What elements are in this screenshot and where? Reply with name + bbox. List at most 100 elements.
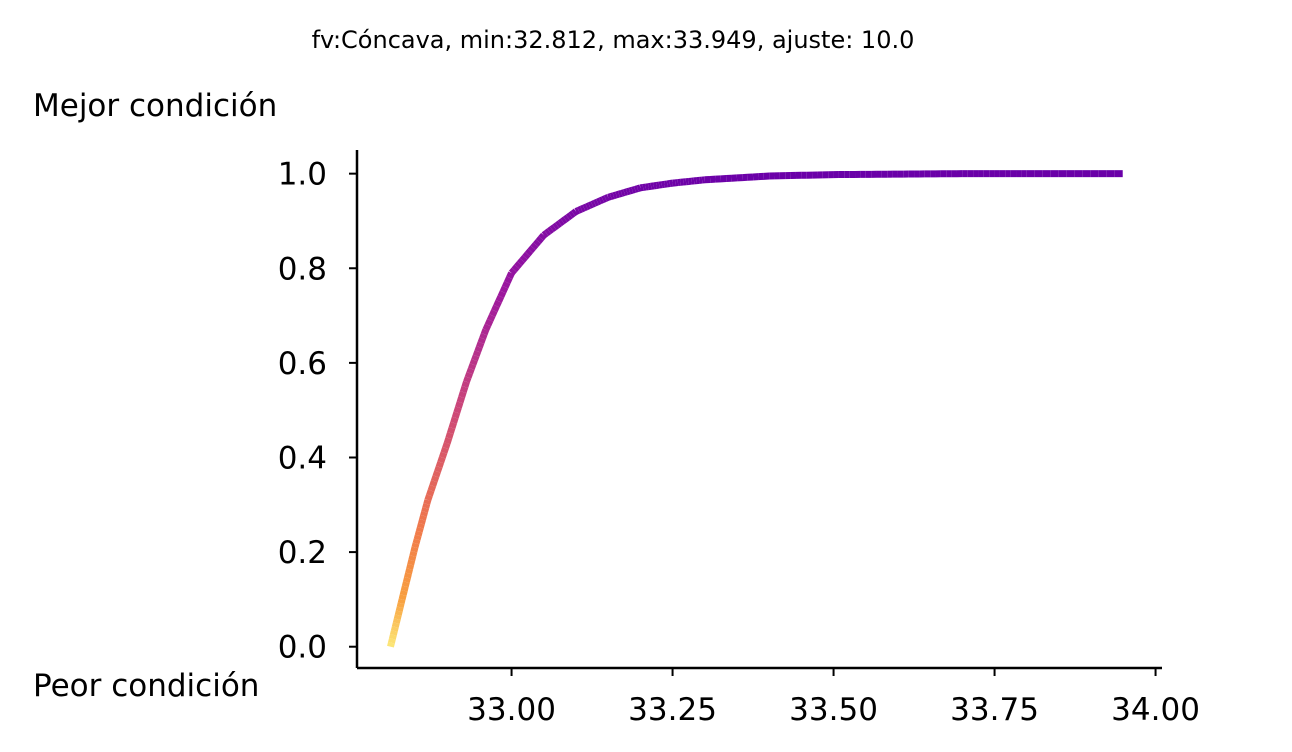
y-axis-ticks: 0.0 0.2 0.4 0.6 0.8 1.0 bbox=[278, 157, 357, 666]
curve-segment bbox=[577, 205, 583, 214]
curve-segment bbox=[463, 376, 472, 384]
y-tick-label: 0.4 bbox=[278, 440, 327, 476]
curve-segment bbox=[568, 210, 576, 219]
curve-segment bbox=[495, 295, 505, 303]
curve-segment bbox=[565, 212, 573, 221]
curve-segment bbox=[593, 198, 599, 207]
curve-segment bbox=[427, 484, 436, 492]
curve-segment bbox=[469, 358, 478, 366]
curve-segment bbox=[440, 446, 449, 454]
curve-segment bbox=[631, 186, 636, 194]
curve-segment bbox=[409, 550, 418, 557]
curve-segment bbox=[544, 228, 552, 237]
curve-segment bbox=[456, 396, 465, 404]
x-tick-label: 33.00 bbox=[467, 692, 556, 728]
y-tick-label: 0.0 bbox=[278, 630, 327, 666]
curve-segment bbox=[387, 641, 395, 648]
x-axis-ticks: 33.00 33.25 33.50 33.75 34.00 bbox=[467, 668, 1200, 728]
curve-segment bbox=[464, 371, 473, 379]
curve-segment bbox=[421, 507, 430, 513]
curve-segment bbox=[401, 581, 410, 588]
curve-segment bbox=[445, 431, 454, 440]
curve-segment bbox=[617, 190, 623, 198]
curve-segment bbox=[482, 323, 492, 332]
curve-segment bbox=[486, 314, 496, 322]
curve-segment bbox=[552, 222, 560, 231]
curve-segment bbox=[455, 401, 464, 409]
curve-segment bbox=[415, 526, 424, 533]
y-tick-label: 0.2 bbox=[278, 535, 327, 571]
x-tick-label: 33.75 bbox=[950, 692, 1039, 728]
curve-segment bbox=[527, 245, 536, 254]
curve-segment bbox=[519, 254, 528, 263]
curve-segment bbox=[432, 470, 441, 478]
curve-segment bbox=[396, 602, 405, 609]
curve-segment bbox=[392, 618, 401, 624]
curve-segment bbox=[405, 568, 413, 575]
curve-segment bbox=[412, 538, 421, 545]
curve-segment bbox=[533, 239, 542, 247]
curve-segment bbox=[426, 489, 435, 497]
y-tick-label: 0.8 bbox=[278, 251, 327, 287]
curve-segment bbox=[459, 385, 469, 394]
curve-segment bbox=[598, 196, 605, 205]
curve-segment bbox=[423, 499, 432, 505]
curve-segment bbox=[497, 290, 507, 299]
curve-segment bbox=[511, 264, 520, 273]
curve-segment bbox=[590, 200, 597, 208]
curve-segment bbox=[609, 192, 615, 200]
curve-segment bbox=[410, 546, 419, 553]
curve-segment bbox=[472, 350, 482, 357]
curve-segment bbox=[582, 203, 589, 212]
curve-segment bbox=[508, 267, 517, 276]
curve-segment bbox=[535, 236, 544, 244]
y-tick-label: 0.6 bbox=[278, 346, 327, 382]
curve-segment bbox=[625, 187, 631, 196]
chart-title: fv:Cóncava, min:32.812, max:33.949, ajus… bbox=[311, 26, 915, 54]
curve-segment bbox=[414, 530, 423, 537]
curve-segment bbox=[395, 606, 404, 613]
curve-segment bbox=[439, 451, 448, 459]
curve-segment bbox=[549, 224, 557, 233]
curve-segment bbox=[413, 534, 422, 541]
curve-segment bbox=[555, 220, 562, 229]
curve-segment bbox=[389, 634, 397, 640]
curve-segment bbox=[402, 576, 411, 583]
curve-segment bbox=[404, 572, 412, 579]
curve-segment bbox=[506, 271, 515, 280]
curve-segment bbox=[560, 216, 568, 225]
x-tick-label: 33.50 bbox=[789, 692, 878, 728]
curve-segment bbox=[504, 276, 513, 284]
curve-segment bbox=[398, 594, 407, 601]
curve-segment bbox=[524, 248, 534, 257]
curve-segment bbox=[607, 193, 612, 201]
curve-segment bbox=[538, 232, 547, 241]
curve-segment bbox=[493, 299, 502, 308]
curve-segment bbox=[514, 261, 523, 269]
curve-segment bbox=[411, 542, 420, 549]
curve-segment bbox=[474, 345, 483, 353]
curve-segment bbox=[418, 518, 426, 525]
curve-segment bbox=[516, 258, 525, 266]
curve-segment bbox=[547, 226, 554, 235]
curve-segment bbox=[623, 188, 628, 196]
curve-segment bbox=[563, 214, 570, 223]
chart-axes bbox=[355, 150, 1162, 670]
y-tick-label: 1.0 bbox=[278, 157, 327, 193]
curve-segment bbox=[574, 207, 581, 215]
curve-segment bbox=[447, 426, 456, 435]
curve-segment bbox=[501, 281, 511, 289]
curve-segment bbox=[408, 555, 417, 562]
curve-segment bbox=[484, 318, 494, 327]
curve-segment bbox=[442, 442, 451, 450]
curve-segment bbox=[389, 630, 398, 636]
curve-segment bbox=[437, 456, 446, 464]
curve-segment bbox=[476, 341, 485, 349]
curve-segment bbox=[604, 194, 610, 202]
worst-condition-label: Peor condición bbox=[33, 668, 260, 704]
curve-segment bbox=[420, 510, 428, 517]
curve-segment bbox=[448, 421, 457, 429]
curve-segment bbox=[400, 585, 409, 592]
curve-segment bbox=[587, 201, 594, 209]
curve-segment bbox=[406, 563, 415, 570]
